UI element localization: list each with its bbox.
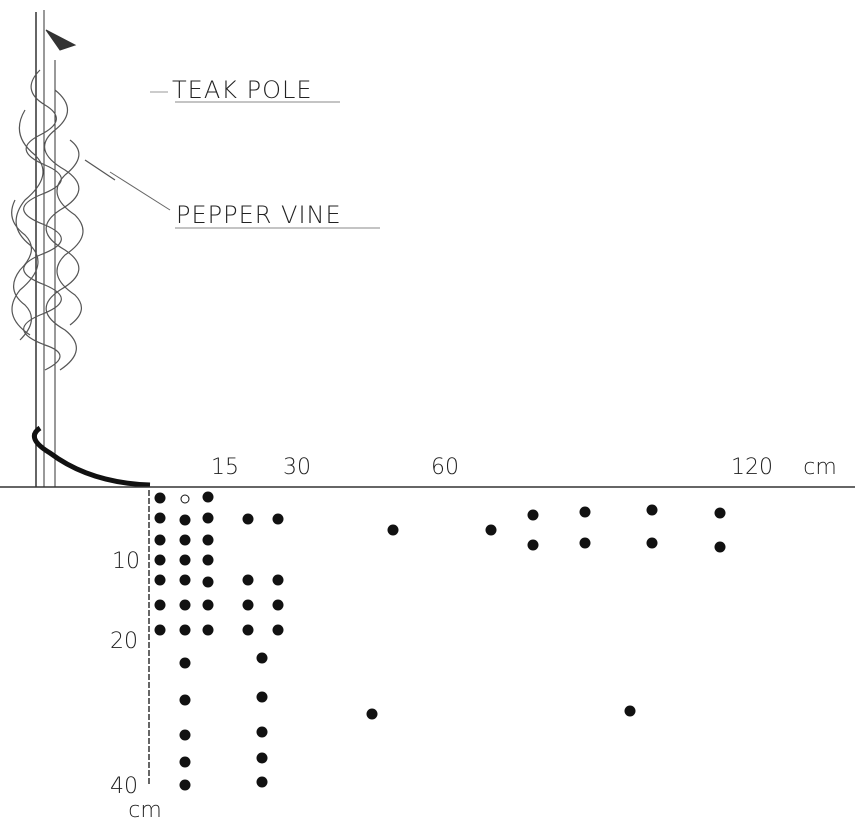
sample-point — [715, 542, 726, 553]
root — [34, 428, 150, 485]
distance-tick-label: 15 — [211, 455, 239, 480]
leader-line — [110, 172, 170, 210]
sample-point — [180, 535, 191, 546]
distance-tick-label: 120 — [731, 455, 773, 480]
pepper-vine — [12, 70, 115, 370]
sample-point — [155, 535, 166, 546]
sample-point — [273, 575, 284, 586]
sample-point — [155, 600, 166, 611]
pepper-vine-label: PEPPER VINE — [176, 201, 342, 229]
distance-unit: cm — [803, 455, 837, 480]
sample-point — [273, 514, 284, 525]
sample-point — [528, 540, 539, 551]
sample-point — [155, 493, 166, 504]
sample-point — [203, 577, 214, 588]
depth-tick-label: 40 — [110, 774, 138, 799]
sample-point — [180, 658, 191, 669]
sample-point — [580, 538, 591, 549]
sample-point — [203, 600, 214, 611]
sample-point — [273, 625, 284, 636]
sample-point — [203, 513, 214, 524]
sample-point — [180, 730, 191, 741]
depth-unit: cm — [128, 798, 162, 823]
sample-point — [367, 709, 378, 720]
sample-point — [181, 495, 189, 503]
sample-point — [180, 575, 191, 586]
sample-point — [580, 507, 591, 518]
sample-point — [625, 706, 636, 717]
sample-point — [257, 777, 268, 788]
sample-point — [257, 753, 268, 764]
teak-pole-label: TEAK POLE — [172, 76, 313, 104]
sample-point — [257, 653, 268, 664]
sample-point — [203, 625, 214, 636]
sample-point — [647, 505, 658, 516]
depth-tick-label: 20 — [110, 629, 138, 654]
sample-point — [647, 538, 658, 549]
sample-point — [273, 600, 284, 611]
sample-point — [243, 514, 254, 525]
sample-point — [203, 492, 214, 503]
sample-point — [180, 780, 191, 791]
sample-point — [180, 625, 191, 636]
sample-point — [486, 525, 497, 536]
diagram: TEAK POLE PEPPER VINE 15 30 60 120 cm 10… — [0, 0, 855, 825]
teak-pole — [36, 10, 75, 487]
distance-tick-label: 60 — [431, 455, 459, 480]
sample-point — [257, 727, 268, 738]
sample-point — [203, 555, 214, 566]
sample-point — [180, 600, 191, 611]
sample-point — [243, 600, 254, 611]
sample-point — [155, 513, 166, 524]
depth-tick-label: 10 — [112, 549, 140, 574]
distance-tick-label: 30 — [283, 455, 311, 480]
sample-point — [257, 692, 268, 703]
sample-point — [180, 555, 191, 566]
sample-point — [180, 695, 191, 706]
sample-point — [155, 625, 166, 636]
sample-points — [155, 492, 726, 791]
sample-point — [155, 555, 166, 566]
sample-point — [528, 510, 539, 521]
sample-point — [243, 575, 254, 586]
sample-point — [155, 575, 166, 586]
sample-point — [243, 625, 254, 636]
sample-point — [180, 515, 191, 526]
sample-point — [180, 757, 191, 768]
sample-point — [388, 525, 399, 536]
sample-point — [203, 535, 214, 546]
sample-point — [715, 508, 726, 519]
